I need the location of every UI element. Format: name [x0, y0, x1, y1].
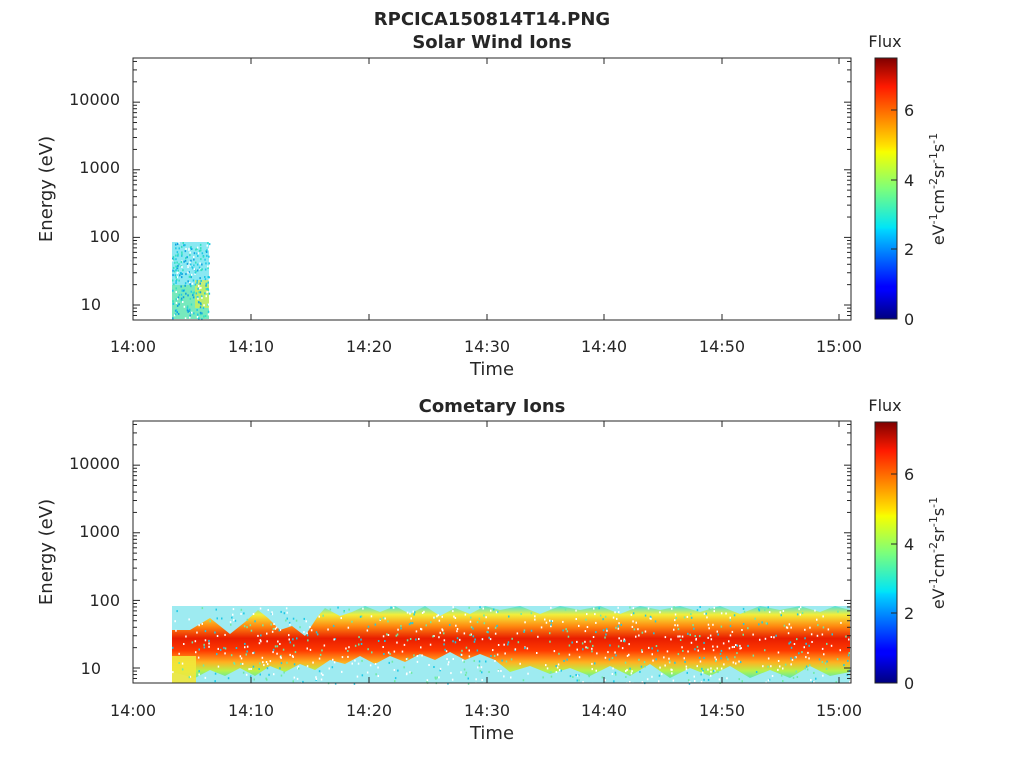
- y-tick-label: 10000: [69, 90, 120, 109]
- heatmap-speckle: [172, 606, 852, 685]
- x-tick-label: 14:10: [228, 337, 274, 356]
- heatmap: [172, 242, 211, 321]
- x-axis: 14:00 14:10 14:20 14:30 14:40 14:50 15:0…: [110, 421, 862, 744]
- x-tick-label: 14:00: [110, 701, 156, 720]
- colorbar-gradient: [874, 421, 898, 684]
- colorbar-title: Flux: [868, 396, 901, 415]
- panel-title: Solar Wind Ions: [412, 32, 571, 53]
- colorbar-tick: 4: [904, 535, 914, 554]
- x-axis-label: Time: [469, 723, 514, 744]
- heatmap-block: [172, 656, 196, 683]
- y-axis: 10 100 1000 10000 Energy (eV): [36, 90, 120, 314]
- x-tick-label: 14:40: [581, 701, 627, 720]
- x-tick-label: 14:40: [581, 337, 627, 356]
- y-minor-ticks: [133, 60, 851, 321]
- colorbar-tick: 6: [904, 101, 914, 120]
- y-tick-label: 1000: [79, 522, 120, 541]
- heatmap: [172, 606, 852, 685]
- x-tick-label: 14:50: [699, 337, 745, 356]
- colorbar-unit-label: eV-1cm-2sr-1s-1: [927, 497, 948, 609]
- y-minor-ticks: [133, 423, 851, 684]
- y-tick-label: 100: [89, 591, 120, 610]
- x-axis: 14:00 14:10 14:20 14:30 14:40 14:50 15:0…: [110, 58, 862, 380]
- colorbar-gradient: [874, 57, 898, 320]
- y-tick-label: 10: [81, 659, 101, 678]
- figure-title: RPCICA150814T14.PNG: [374, 9, 610, 30]
- x-tick-label: 14:50: [699, 701, 745, 720]
- x-tick-label: 14:00: [110, 337, 156, 356]
- x-tick-marks: [250, 58, 840, 320]
- y-tick-label: 10000: [69, 454, 120, 473]
- heatmap-speckle: [172, 242, 211, 321]
- colorbar-tick: 4: [904, 171, 914, 190]
- x-tick-label: 15:00: [816, 701, 862, 720]
- panel-title: Cometary Ions: [419, 396, 566, 417]
- y-axis-label: Energy (eV): [36, 499, 57, 605]
- colorbar-tick: 2: [904, 240, 914, 259]
- x-tick-marks: [250, 421, 840, 683]
- y-tick-label: 1000: [79, 158, 120, 177]
- x-tick-label: 14:10: [228, 701, 274, 720]
- plot-frame: [132, 57, 852, 321]
- heatmap-core-band: [172, 606, 850, 678]
- colorbar-tick: 2: [904, 604, 914, 623]
- colorbar-tick: 0: [904, 310, 914, 329]
- colorbar-tick: 6: [904, 465, 914, 484]
- colorbar-title: Flux: [868, 32, 901, 51]
- plot-frame: [132, 420, 852, 684]
- x-tick-label: 14:20: [346, 337, 392, 356]
- colorbar: Flux 0 2 4 6 eV-1cm-2sr-1s-1: [868, 396, 948, 693]
- x-axis-label: Time: [469, 359, 514, 380]
- colorbar-unit-label: eV-1cm-2sr-1s-1: [927, 133, 948, 245]
- panel-cometary: Cometary Ions 14:00 14:10 14:20 14:30 14…: [36, 396, 948, 744]
- x-tick-label: 14:20: [346, 701, 392, 720]
- x-tick-label: 14:30: [464, 701, 510, 720]
- x-tick-label: 14:30: [464, 337, 510, 356]
- x-tick-label: 15:00: [816, 337, 862, 356]
- y-tick-label: 10: [81, 295, 101, 314]
- y-tick-label: 100: [89, 227, 120, 246]
- colorbar: Flux 0 2 4 6 eV-1cm-2sr-1s-1: [868, 32, 948, 329]
- y-axis: 10 100 1000 10000 Energy (eV): [36, 454, 120, 678]
- colorbar-tick: 0: [904, 674, 914, 693]
- panel-solar-wind: Solar Wind Ions 14:00 14:10 14:20 14:30 …: [36, 32, 948, 380]
- y-axis-label: Energy (eV): [36, 136, 57, 242]
